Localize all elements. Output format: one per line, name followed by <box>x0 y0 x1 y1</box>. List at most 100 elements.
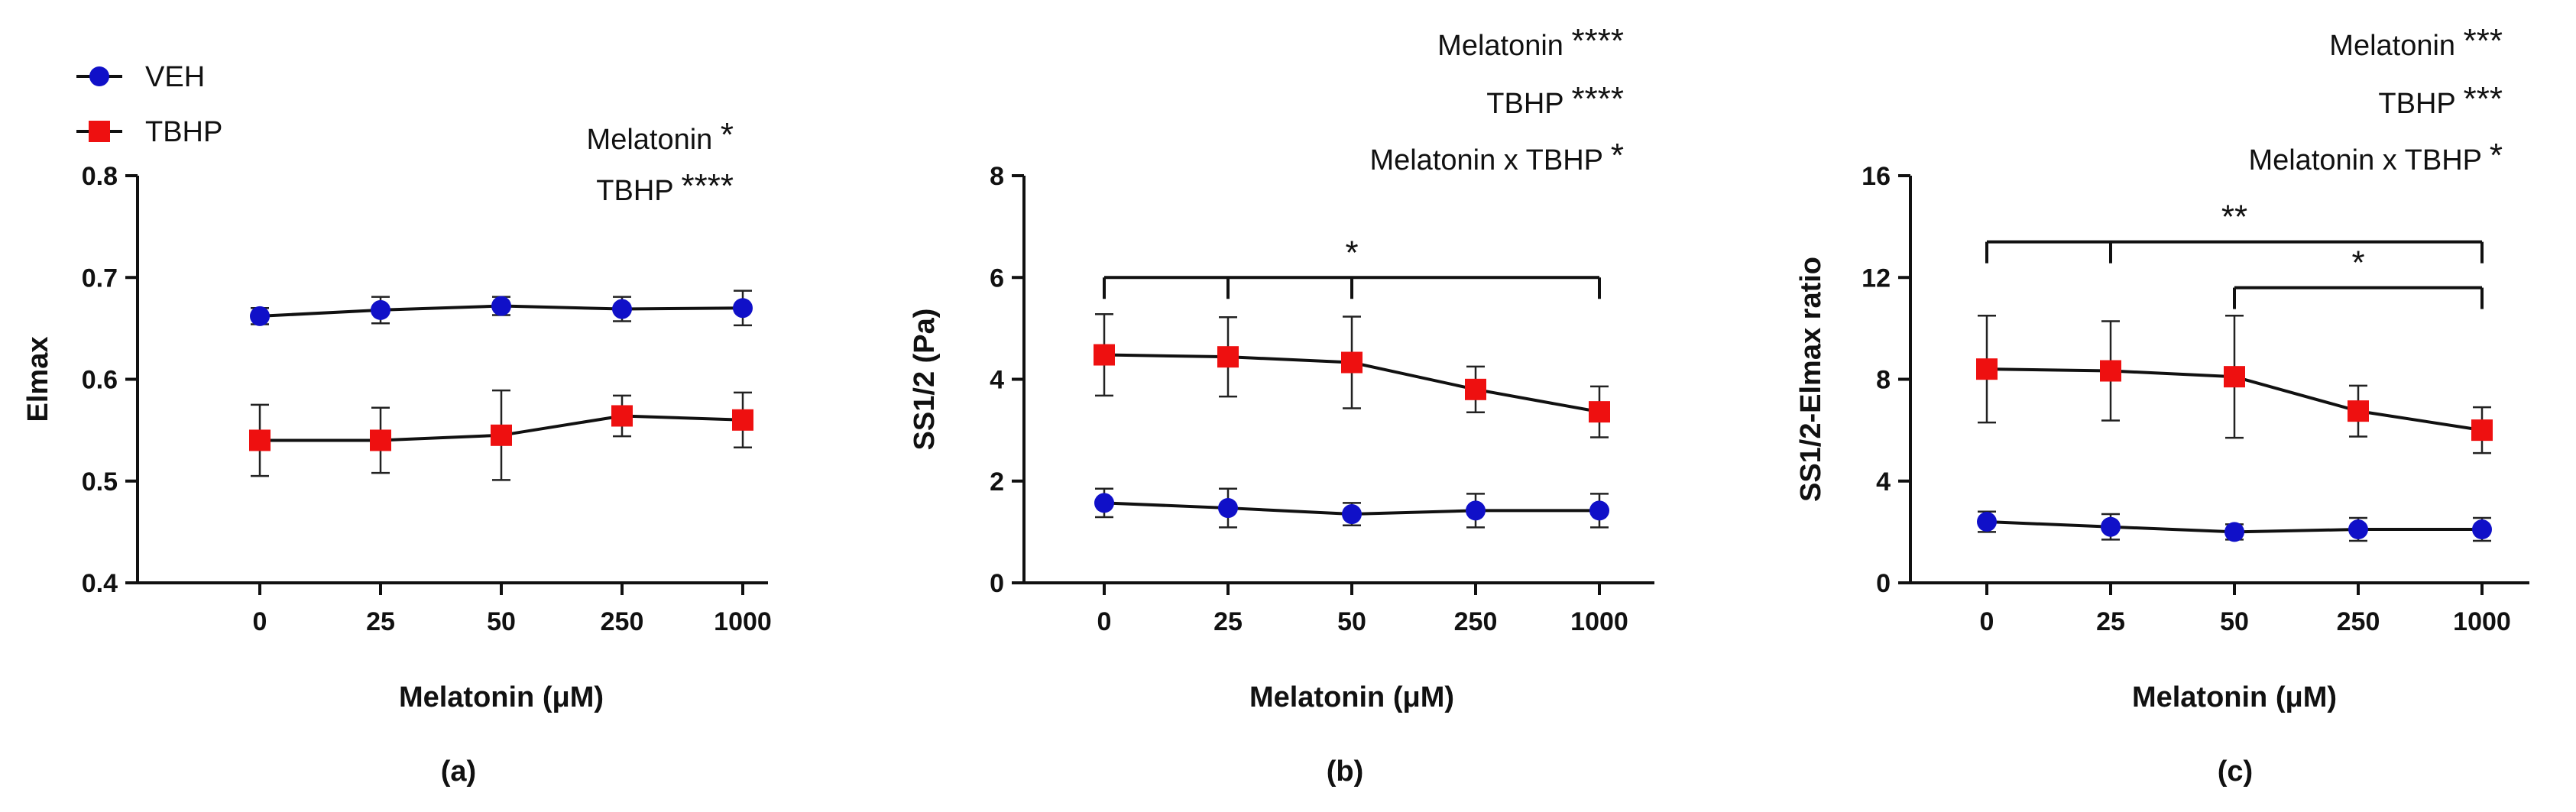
stat-stars: * <box>1611 137 1624 174</box>
data-point <box>733 298 753 319</box>
stat-annotation: TBHP **** <box>596 167 734 207</box>
x-tick-label: 1000 <box>2453 607 2511 636</box>
data-point <box>491 296 511 316</box>
legend: VEH TBHP <box>76 61 222 148</box>
x-tick-label: 250 <box>1454 607 1498 636</box>
bracket-stars: * <box>1345 234 1358 271</box>
data-point <box>611 405 633 427</box>
y-axis-title: SS1/2 (Pa) <box>909 309 941 451</box>
y-tick-label: 0.7 <box>82 264 118 293</box>
series-tbhp <box>249 389 753 481</box>
data-point <box>2348 400 2369 422</box>
data-point <box>1976 358 1998 380</box>
stat-stars: **** <box>1572 80 1625 118</box>
data-point <box>249 429 271 451</box>
data-point <box>1218 498 1238 519</box>
x-tick-label: 1000 <box>1570 607 1628 636</box>
series-veh <box>1977 510 2492 542</box>
x-tick-label: 0 <box>253 607 267 636</box>
y-tick-label: 4 <box>990 366 1004 395</box>
x-tick-label: 50 <box>1337 607 1366 636</box>
legend-label: TBHP <box>145 116 222 148</box>
data-point <box>732 409 753 431</box>
stat-annotation: Melatonin **** <box>1437 22 1624 62</box>
stat-factor: Melatonin <box>1437 30 1571 62</box>
bracket-stars: ** <box>2221 199 2247 236</box>
data-point <box>1342 504 1362 525</box>
significance-bracket: * <box>1103 234 1601 299</box>
data-point <box>1217 346 1239 368</box>
stat-annotation: Melatonin *** <box>2329 22 2503 62</box>
y-tick-label: 12 <box>1862 264 1891 293</box>
legend-marker <box>89 66 109 86</box>
stat-factor: Melatonin x TBHP <box>2248 144 2489 176</box>
data-point <box>250 306 270 326</box>
stat-factor: TBHP <box>1486 88 1571 120</box>
significance-bracket: * <box>2233 244 2484 309</box>
x-tick-label: 250 <box>2337 607 2380 636</box>
legend-item-tbhp: TBHP <box>76 116 222 148</box>
stat-factor: Melatonin <box>2329 30 2463 62</box>
data-point <box>2100 360 2121 382</box>
y-tick-label: 0.5 <box>82 467 118 497</box>
stat-factor: Melatonin <box>587 124 721 156</box>
y-tick-label: 8 <box>1876 366 1891 395</box>
panel-label: (b) <box>1327 755 1364 788</box>
chart-panel-3: 0 4 8 12 16 0 25 50 250 1000 Melatonin (μM) SS1/2-E… <box>1795 22 2529 788</box>
x-tick-label: 1000 <box>714 607 772 636</box>
bracket-stars: * <box>2351 244 2364 282</box>
data-point <box>371 299 390 320</box>
data-point <box>2224 522 2244 542</box>
x-tick-label: 0 <box>1980 607 1994 636</box>
data-point <box>612 299 632 319</box>
data-point <box>1466 500 1486 521</box>
data-point <box>2224 366 2245 388</box>
stat-annotation: TBHP **** <box>1486 80 1624 120</box>
y-tick-label: 2 <box>990 467 1004 497</box>
y-tick-label: 8 <box>990 162 1004 191</box>
x-axis-title: Melatonin (μM) <box>1249 681 1454 713</box>
x-tick-label: 250 <box>601 607 644 636</box>
data-point <box>1341 351 1363 374</box>
legend-item-veh: VEH <box>76 61 205 93</box>
data-point <box>1589 500 1609 521</box>
panel-label: (c) <box>2218 755 2253 788</box>
data-point <box>2101 516 2121 537</box>
stat-stars: *** <box>2464 80 2503 118</box>
data-point <box>1977 512 1997 532</box>
stat-stars: * <box>2490 137 2503 174</box>
stat-stars: *** <box>2464 22 2503 60</box>
data-point <box>2348 519 2368 540</box>
y-tick-label: 4 <box>1876 467 1891 497</box>
stat-stars: * <box>721 116 734 154</box>
x-tick-label: 0 <box>1097 607 1112 636</box>
x-tick-label: 50 <box>2220 607 2249 636</box>
series-tbhp <box>1976 314 2493 455</box>
data-point <box>1094 344 1115 366</box>
x-tick-label: 25 <box>1213 607 1243 636</box>
stat-annotation: TBHP *** <box>2378 80 2503 120</box>
stat-stars: **** <box>1572 22 1625 60</box>
chart-panel-2: 0 2 4 6 8 0 25 50 250 1000 Melatonin (μM) SS1/2 (Pa… <box>909 22 1654 788</box>
significance-bracket: ** <box>1985 199 2484 264</box>
stat-annotation: Melatonin x TBHP * <box>2248 137 2503 176</box>
y-tick-label: 0.4 <box>82 569 118 598</box>
series-veh <box>1094 487 1609 529</box>
stat-annotation: Melatonin * <box>587 116 734 156</box>
stat-factor: Melatonin x TBHP <box>1369 144 1610 176</box>
x-axis-title: Melatonin (μM) <box>2132 681 2337 713</box>
panel-label: (a) <box>441 755 476 788</box>
data-point <box>2471 419 2493 442</box>
x-tick-label: 25 <box>2096 607 2125 636</box>
stat-factor: TBHP <box>596 175 681 207</box>
y-tick-label: 6 <box>990 264 1004 293</box>
y-tick-label: 0.8 <box>82 162 118 191</box>
x-tick-label: 25 <box>366 607 395 636</box>
data-point <box>491 424 512 446</box>
stat-stars: **** <box>682 167 734 205</box>
legend-marker <box>89 121 110 142</box>
data-point <box>2472 519 2492 540</box>
y-tick-label: 0.6 <box>82 366 118 395</box>
y-tick-label: 16 <box>1862 162 1891 191</box>
